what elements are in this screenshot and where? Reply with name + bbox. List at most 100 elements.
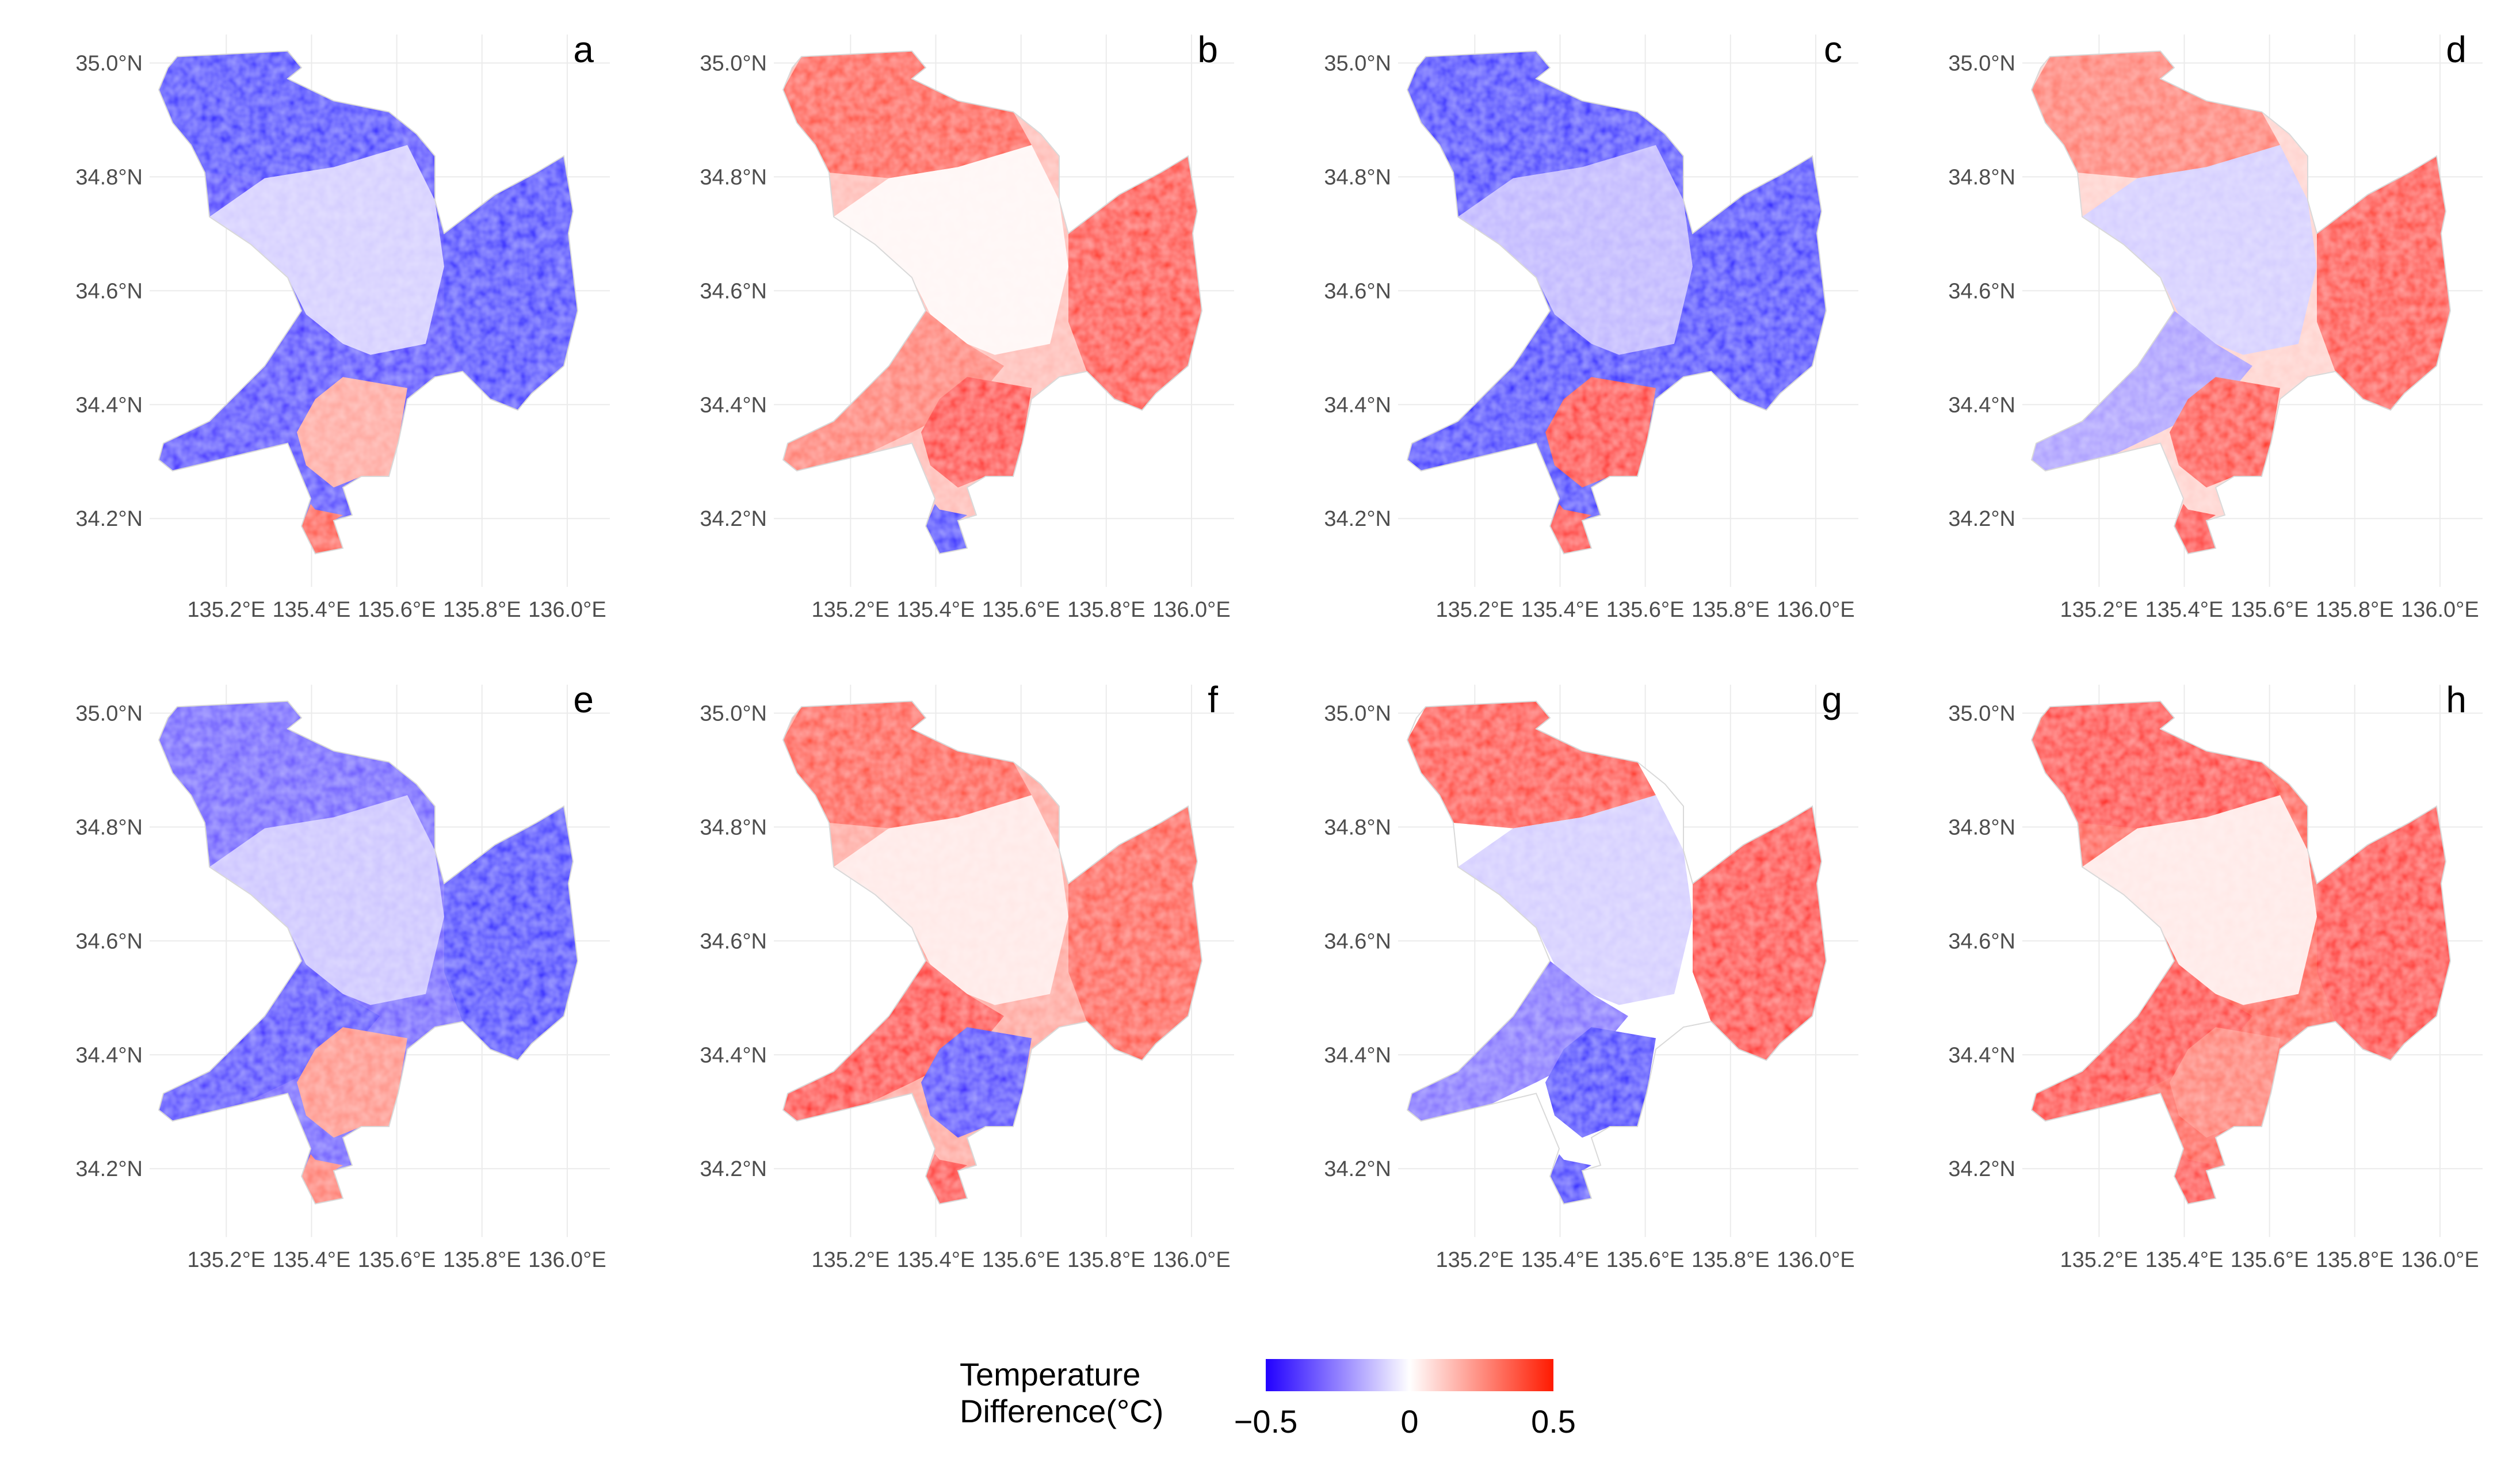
x-tick-label: 135.2°E xyxy=(188,1248,266,1272)
y-tick-label: 35.0°N xyxy=(1324,701,1391,726)
map-fill-e xyxy=(159,701,578,1204)
map-region-south_west xyxy=(1407,311,1628,471)
map-region-north xyxy=(2032,701,2280,829)
map-region-tip xyxy=(301,1154,343,1204)
y-tick-label: 34.8°N xyxy=(700,815,767,839)
map-region-east xyxy=(1068,806,1202,1060)
x-tick-label: 136.0°E xyxy=(2401,1248,2479,1272)
x-tick-label: 135.6°E xyxy=(2231,1248,2309,1272)
map-region-south xyxy=(921,1027,1032,1138)
y-tick-label: 34.6°N xyxy=(700,279,767,303)
x-tick-label: 135.8°E xyxy=(1692,1248,1770,1272)
y-tick-label: 34.2°N xyxy=(700,1157,767,1181)
panel-label: g xyxy=(1822,679,1842,720)
x-tick-label: 135.4°E xyxy=(897,598,975,622)
x-tick-label: 135.4°E xyxy=(1521,1248,1599,1272)
map-region-north xyxy=(159,51,407,178)
map-fill-c xyxy=(1407,51,1826,554)
map-region-east xyxy=(2317,806,2450,1060)
x-tick-label: 135.4°E xyxy=(2145,598,2224,622)
panel-label: c xyxy=(1824,29,1842,70)
legend-title-line2: Difference(°C) xyxy=(960,1393,1163,1429)
y-tick-label: 34.6°N xyxy=(75,929,143,953)
map-outline xyxy=(782,50,1203,555)
y-tick-label: 34.4°N xyxy=(1948,393,2015,417)
y-tick-label: 34.4°N xyxy=(75,1043,143,1067)
map-region-center xyxy=(834,795,1068,1005)
y-tick-label: 34.2°N xyxy=(75,507,143,531)
y-tick-label: 34.4°N xyxy=(1948,1043,2015,1067)
legend-colorbar xyxy=(1266,1359,1553,1391)
map-outline xyxy=(1406,700,1827,1205)
map-fill-f xyxy=(783,701,1202,1204)
y-tick-label: 34.2°N xyxy=(75,1157,143,1181)
map-region-center xyxy=(1458,795,1693,1005)
map-panel-e: 34.2°N 34.4°N 34.6°N 34.8°N 35.0°N 135.2°E 135… xyxy=(75,679,610,1272)
x-tick-label: 135.2°E xyxy=(188,598,266,622)
map-region-south xyxy=(1545,1027,1656,1138)
map-region-north xyxy=(783,701,1032,829)
map-region-south xyxy=(297,1027,407,1138)
map-region-east xyxy=(2317,156,2450,410)
y-tick-label: 34.2°N xyxy=(1324,1157,1391,1181)
map-region-south xyxy=(1545,377,1656,488)
x-tick-label: 135.2°E xyxy=(2060,598,2139,622)
map-outline xyxy=(158,50,579,555)
y-tick-label: 34.6°N xyxy=(1324,929,1391,953)
x-tick-label: 136.0°E xyxy=(1777,1248,1855,1272)
map-region-center xyxy=(2082,145,2317,355)
x-tick-label: 135.8°E xyxy=(2316,1248,2394,1272)
map-region-tip xyxy=(2174,1154,2216,1204)
map-region-east xyxy=(1068,156,1202,410)
x-tick-label: 136.0°E xyxy=(1152,1248,1231,1272)
x-tick-label: 136.0°E xyxy=(1152,598,1231,622)
map-region-south_west xyxy=(1407,961,1628,1121)
legend-title-line1: Temperature xyxy=(960,1356,1140,1392)
map-panel-a: 34.2°N 34.4°N 34.6°N 34.8°N 35.0°N 135.2°E 135… xyxy=(75,29,610,622)
map-region-center xyxy=(834,145,1068,355)
x-tick-label: 135.6°E xyxy=(1606,598,1685,622)
y-tick-label: 34.2°N xyxy=(1948,507,2015,531)
x-tick-label: 135.8°E xyxy=(443,1248,521,1272)
map-region-tip xyxy=(926,1154,967,1204)
x-tick-label: 136.0°E xyxy=(2401,598,2479,622)
panel-label: b xyxy=(1197,29,1218,70)
map-region-center xyxy=(209,795,444,1005)
map-region-south_west xyxy=(159,961,380,1121)
map-region-south xyxy=(2170,1027,2280,1138)
panel-label: h xyxy=(2446,679,2466,720)
y-tick-label: 35.0°N xyxy=(1948,51,2015,75)
legend-tick-max: 0.5 xyxy=(1531,1403,1576,1440)
x-tick-label: 135.4°E xyxy=(273,598,351,622)
x-tick-label: 135.6°E xyxy=(982,598,1060,622)
map-region-east xyxy=(1693,156,1826,410)
map-region-tip xyxy=(1550,1154,1591,1204)
map-region-center xyxy=(209,145,444,355)
y-tick-label: 34.6°N xyxy=(1948,279,2015,303)
y-tick-label: 34.2°N xyxy=(1324,507,1391,531)
y-tick-label: 34.4°N xyxy=(1324,393,1391,417)
map-region-south_west xyxy=(2032,311,2252,471)
map-fill-h xyxy=(2032,701,2450,1204)
panel-label: e xyxy=(573,679,594,720)
x-tick-label: 135.8°E xyxy=(1067,1248,1146,1272)
map-region-center xyxy=(2082,795,2317,1005)
y-tick-label: 34.8°N xyxy=(1948,815,2015,839)
map-region-north xyxy=(159,701,407,829)
x-tick-label: 135.8°E xyxy=(1067,598,1146,622)
map-fill-b xyxy=(783,51,1202,554)
panel-label: f xyxy=(1208,679,1218,720)
legend-tick-min: −0.5 xyxy=(1234,1403,1298,1440)
x-tick-label: 135.2°E xyxy=(812,1248,890,1272)
y-tick-label: 34.4°N xyxy=(75,393,143,417)
map-outline xyxy=(2030,50,2452,555)
map-region-tip xyxy=(301,504,343,554)
map-region-south_west xyxy=(783,961,1004,1121)
map-region-south xyxy=(297,377,407,488)
map-region-center xyxy=(1458,145,1693,355)
map-region-north xyxy=(1407,51,1656,178)
x-tick-label: 135.4°E xyxy=(1521,598,1599,622)
map-region-east xyxy=(444,156,578,410)
